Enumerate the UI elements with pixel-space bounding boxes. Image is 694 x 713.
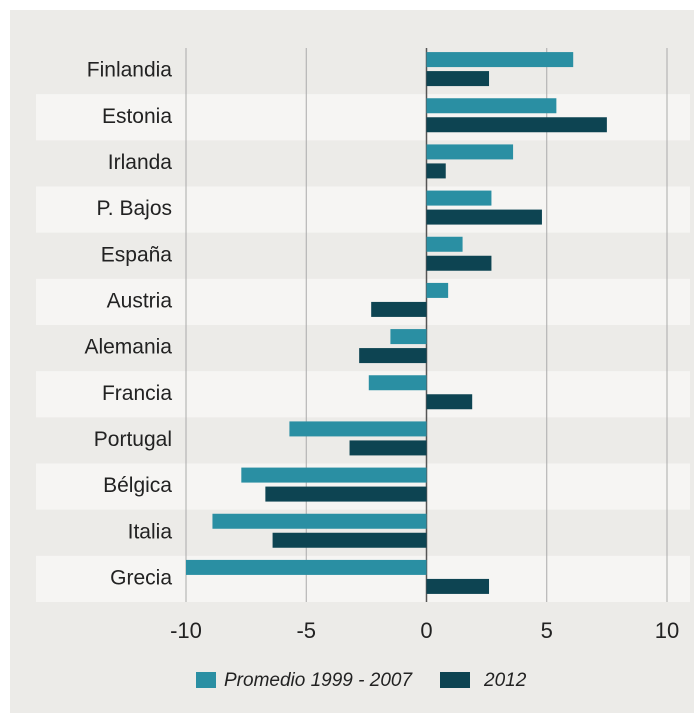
x-tick-label: 5 (541, 618, 553, 643)
bar (426, 578, 490, 594)
row-band (36, 371, 690, 418)
bar (426, 71, 490, 87)
x-tick-label: 0 (420, 618, 432, 643)
x-tick-label: 10 (655, 618, 679, 643)
y-tick-label: Estonia (102, 105, 172, 128)
bar (212, 513, 427, 529)
y-tick-label: Alemania (84, 336, 172, 359)
row-band (36, 186, 690, 233)
bar (426, 255, 492, 271)
y-tick-label: Francia (102, 382, 172, 405)
y-tick-label: Austria (107, 289, 173, 312)
y-tick-label: España (101, 243, 173, 266)
legend-swatch (196, 672, 216, 688)
y-tick-label: Bélgica (103, 474, 172, 497)
bar (426, 190, 492, 206)
bar (272, 532, 427, 548)
x-tick-label: -10 (170, 618, 202, 643)
bar (186, 559, 427, 575)
y-tick-label: Italia (128, 520, 173, 543)
bar (241, 467, 427, 483)
bar (368, 375, 427, 391)
bar (265, 486, 427, 502)
row-band (36, 278, 690, 325)
bar (426, 163, 446, 179)
bar (426, 98, 557, 114)
bar (349, 440, 427, 456)
legend-swatch (440, 672, 470, 688)
bar (426, 209, 542, 225)
bar (359, 348, 427, 364)
bar (371, 301, 427, 317)
bar (426, 282, 449, 298)
bar (426, 236, 463, 252)
legend-label: 2012 (483, 670, 527, 691)
y-tick-label: Finlandia (87, 59, 173, 82)
bar (426, 394, 473, 410)
bar (390, 329, 427, 345)
y-tick-label: Grecia (110, 566, 172, 589)
legend-label: Promedio 1999 - 2007 (224, 670, 413, 691)
x-tick-label: -5 (296, 618, 316, 643)
y-tick-label: P. Bajos (97, 197, 173, 220)
y-tick-label: Irlanda (108, 151, 173, 174)
bar (426, 117, 607, 133)
y-tick-label: Portugal (94, 428, 172, 451)
bar (426, 144, 514, 160)
bar (289, 421, 427, 437)
bar (426, 52, 574, 68)
